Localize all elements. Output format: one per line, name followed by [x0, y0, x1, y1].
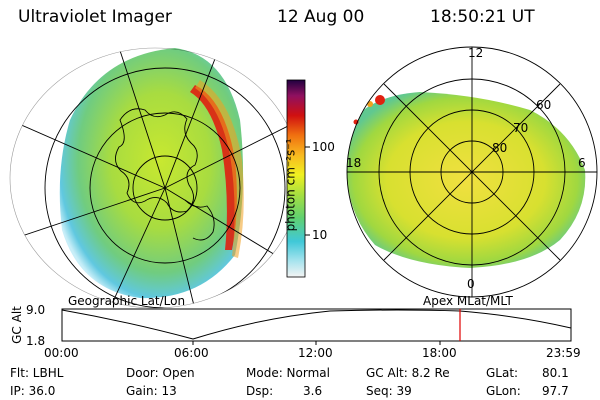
- colorbar-tick-10: 10: [312, 228, 328, 242]
- mlat-label-70: 70: [513, 121, 529, 135]
- hot-spot: [375, 95, 385, 105]
- apex-map: [346, 46, 598, 298]
- seq-info: Seq: 39: [366, 384, 412, 398]
- altitude-curve: [61, 309, 572, 340]
- altitude-xtick-2359: 23:59: [546, 346, 581, 360]
- lon-line: [109, 48, 166, 189]
- altitude-ylabel: GC Alt: [9, 306, 24, 344]
- gain-info: Gain: 13: [126, 384, 177, 398]
- mlt-label-0: 0: [467, 277, 475, 291]
- date-label: 12 Aug 00: [277, 7, 365, 27]
- ip-info: IP: 36.0: [10, 384, 56, 398]
- altitude-xtick-0600: 06:00: [174, 346, 209, 360]
- mlt-label-6: 6: [578, 156, 586, 170]
- altitude-plot: [61, 308, 572, 345]
- glat-label: GLat:: [486, 366, 519, 380]
- colorbar: [286, 79, 310, 278]
- mlt-label-18: 18: [346, 156, 362, 170]
- mlat-label-80: 80: [492, 141, 508, 155]
- left-panel-caption: Geographic Lat/Lon: [68, 294, 186, 308]
- altitude-ytick-max: 9.0: [26, 303, 46, 317]
- dsp-value: 3.6: [303, 384, 323, 398]
- glat-value: 80.1: [542, 366, 569, 380]
- lat-circle: [44, 67, 286, 308]
- auroral-image-left: [59, 48, 244, 299]
- glon-label: GLon:: [486, 384, 521, 398]
- gc-alt-info: GC Alt: 8.2 Re: [366, 366, 450, 380]
- colorbar-scale: [286, 79, 306, 278]
- altitude-xtick-1200: 12:00: [298, 346, 333, 360]
- time-label: 18:50:21 UT: [430, 7, 535, 27]
- dsp-label: Dsp:: [246, 384, 274, 398]
- app-title: Ultraviolet Imager: [18, 7, 172, 27]
- right-panel-caption: Apex MLat/MLT: [423, 294, 513, 308]
- geographic-map: [9, 47, 301, 309]
- auroral-image-right: [347, 92, 586, 268]
- glon-value: 97.7: [542, 384, 569, 398]
- lat-circle: [132, 155, 198, 221]
- altitude-ytick-min: 1.8: [26, 334, 46, 348]
- colorbar-label: photon cm⁻²s⁻¹: [283, 138, 298, 232]
- colorbar-tick-100: 100: [312, 140, 335, 154]
- altitude-xtick-0000: 00:00: [44, 346, 79, 360]
- lat-circle: [89, 112, 241, 264]
- mlt-label-12: 12: [468, 46, 484, 60]
- flt-info: Flt: LBHL: [10, 366, 64, 380]
- mode-info: Mode: Normal: [246, 366, 330, 380]
- door-info: Door: Open: [126, 366, 195, 380]
- altitude-xtick-1800: 18:00: [422, 346, 457, 360]
- mlat-label-60: 60: [536, 98, 552, 112]
